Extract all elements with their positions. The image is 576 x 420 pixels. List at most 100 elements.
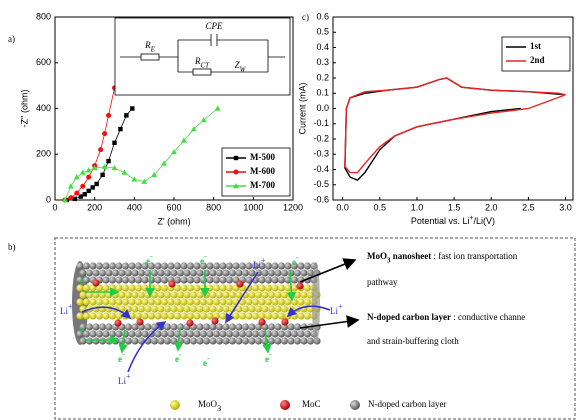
moo3-ball <box>134 284 143 292</box>
moo3-ball <box>258 312 266 320</box>
annotation-text: : fast ion transportation <box>431 251 517 261</box>
legend-label: 1st <box>530 41 541 51</box>
carbon-ball <box>170 323 178 331</box>
carbon-ball <box>267 337 276 345</box>
annotation-term: MoO3 nanosheet : fast ion transportation <box>367 251 518 264</box>
carbon-ball <box>274 269 282 277</box>
y-tick-label: 0.4 <box>316 42 329 52</box>
carbon-ball <box>141 330 149 338</box>
carbon-ball <box>115 262 123 270</box>
circuit-label: RE <box>144 40 156 53</box>
marker <box>67 183 74 189</box>
moo3-ball <box>180 312 188 320</box>
carbon-ball <box>79 337 87 345</box>
moo3-ball <box>206 284 214 292</box>
carbon-ball <box>225 262 234 270</box>
carbon-ball <box>248 269 256 277</box>
moo3-ball <box>228 305 237 313</box>
carbon-ball <box>176 269 185 277</box>
carbon-ball <box>79 323 87 331</box>
marker <box>91 164 98 171</box>
moo3-ball <box>176 305 185 313</box>
marker <box>121 169 128 175</box>
carbon-ball <box>215 269 224 277</box>
circuit-label-main: R <box>144 40 151 50</box>
electron-label-sup: - <box>150 252 153 261</box>
marker <box>214 105 221 111</box>
electron-label-sup: - <box>207 354 210 363</box>
x-tick-label: 3.0 <box>559 202 572 212</box>
carbon-ball <box>258 276 266 284</box>
moo3-ball <box>202 305 211 313</box>
carbon-ball <box>206 330 214 338</box>
panel-label: c) <box>302 12 309 22</box>
moo3-ball <box>235 305 243 313</box>
x-axis-label-rest: /Li(V) <box>474 216 496 226</box>
carbon-ball <box>102 276 110 284</box>
x-tick-label: 1200 <box>283 202 303 212</box>
moo3-ball <box>199 312 208 320</box>
carbon-ball <box>193 330 201 338</box>
marker <box>106 112 112 118</box>
carbon-ball <box>134 330 143 338</box>
marker <box>200 116 207 123</box>
moo3-ball <box>180 298 188 306</box>
carbon-ball <box>137 269 146 277</box>
circuit-inset <box>114 17 291 96</box>
moo3-ball <box>95 298 104 306</box>
circuit-label-sub: E <box>150 45 156 53</box>
moc-ball <box>168 280 176 288</box>
legend-label-main: MoO <box>198 399 218 409</box>
marker <box>233 155 239 161</box>
marker <box>190 126 197 132</box>
lithium-label: Li+ <box>330 302 343 316</box>
moo3-ball <box>160 298 169 306</box>
carbon-ball <box>202 269 211 277</box>
moo3-ball <box>79 291 87 299</box>
legend-box <box>501 36 571 72</box>
carbon-ball <box>173 276 182 284</box>
marker <box>86 188 91 194</box>
moo3-ball <box>85 291 94 299</box>
carbon-ball <box>264 330 273 338</box>
moo3-ball <box>98 291 107 299</box>
moo3-ball <box>89 298 97 306</box>
y-tick-label: 0.2 <box>316 72 329 82</box>
moo3-ball <box>160 284 169 292</box>
marker <box>101 163 108 170</box>
carbon-ball <box>209 323 217 331</box>
marker <box>102 131 108 137</box>
carbon-ball <box>141 276 149 284</box>
moo3-ball <box>105 305 113 313</box>
carbon-ball <box>150 269 159 277</box>
moo3-ball <box>141 284 149 292</box>
moo3-ball <box>264 312 273 320</box>
carbon-ball <box>277 330 286 338</box>
carbon-ball <box>277 262 286 270</box>
carbon-ball <box>95 330 104 338</box>
carbon-ball <box>98 269 107 277</box>
carbon-ball <box>105 269 113 277</box>
carbon-ball <box>225 330 234 338</box>
carbon-ball <box>76 276 84 284</box>
circuit-label-main: Z <box>235 60 241 70</box>
carbon-ball <box>209 337 217 345</box>
carbon-ball <box>186 262 195 270</box>
x-tick-label: 800 <box>206 202 221 212</box>
marker <box>80 183 86 189</box>
y-tick-label: -0.4 <box>313 164 329 174</box>
carbon-ball <box>102 330 110 338</box>
y-tick-label: 0 <box>46 194 51 204</box>
electron-label: e- <box>265 350 272 364</box>
x-tick-label: 1.5 <box>448 202 461 212</box>
carbon-ball <box>293 323 302 331</box>
moo3-ball <box>76 312 84 320</box>
carbon-ball <box>196 323 204 331</box>
x-tick-label: 0.5 <box>374 202 387 212</box>
lithium-label-sup: + <box>126 372 131 381</box>
carbon-ball <box>160 330 169 338</box>
moo3-ball <box>147 284 156 292</box>
carbon-ball <box>228 337 237 345</box>
moo3-ball <box>76 298 84 306</box>
moo3-ball <box>95 312 104 320</box>
